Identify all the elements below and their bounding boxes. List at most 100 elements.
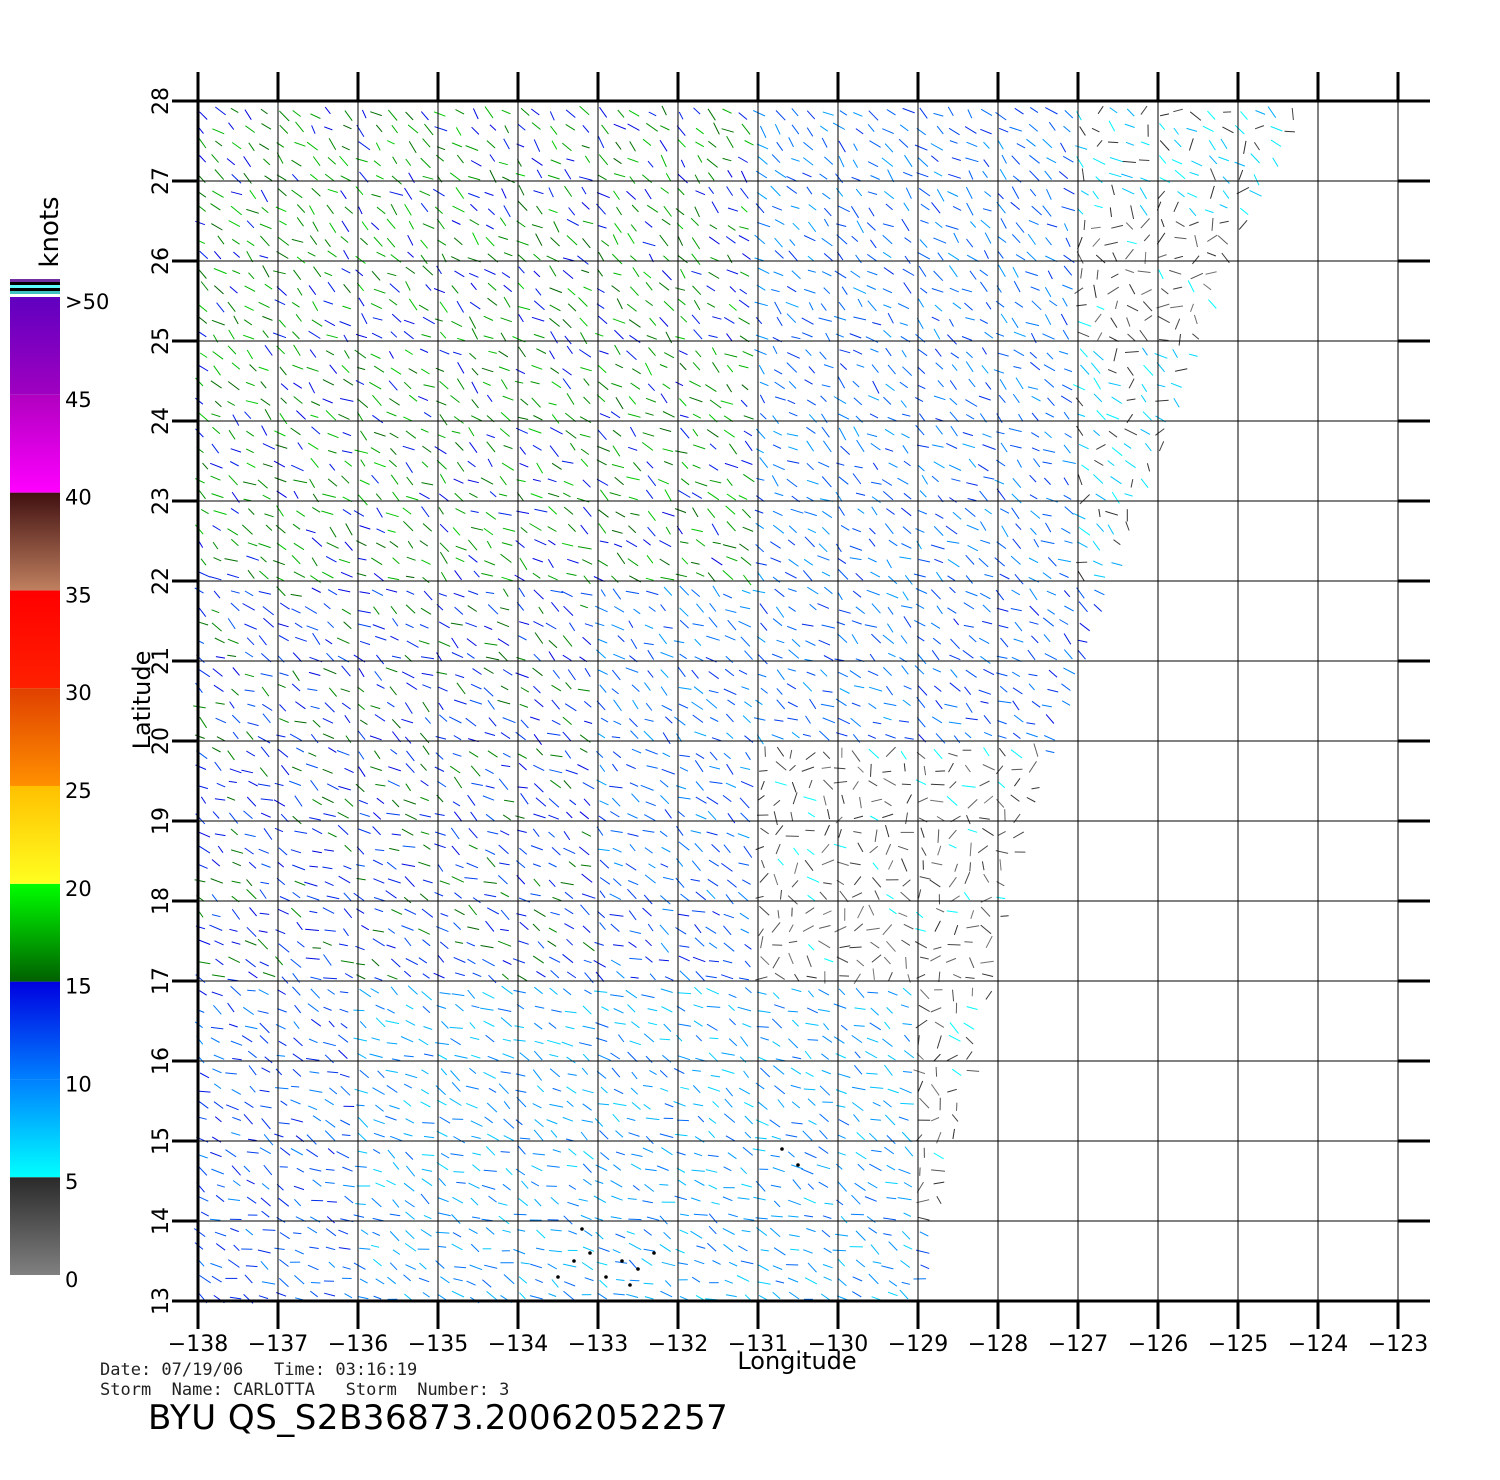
wind-vector xyxy=(1047,688,1059,693)
wind-vector xyxy=(244,651,254,658)
wind-vector xyxy=(609,914,624,917)
wind-vector xyxy=(1029,474,1037,483)
y-tick-label: 15 xyxy=(149,1127,174,1155)
wind-vector xyxy=(631,793,640,803)
wind-vector xyxy=(1079,126,1086,136)
wind-vector xyxy=(693,1213,708,1216)
wind-vector xyxy=(933,328,941,340)
wind-vector xyxy=(786,625,797,631)
wind-vector xyxy=(935,1066,938,1077)
wind-vector xyxy=(1090,362,1101,374)
wind-vector xyxy=(853,876,862,886)
wind-vector xyxy=(433,111,446,117)
wind-vector xyxy=(837,569,849,580)
wind-vector xyxy=(503,1274,515,1285)
wind-vector xyxy=(421,559,431,565)
wind-vector xyxy=(648,347,656,357)
wind-vector xyxy=(420,111,429,121)
wind-vector xyxy=(568,1184,577,1190)
wind-vector xyxy=(759,603,768,615)
wind-vector xyxy=(498,1083,509,1095)
wind-vector xyxy=(229,461,239,467)
wind-vector xyxy=(325,1246,336,1251)
wind-vector xyxy=(805,1022,819,1026)
wind-vector xyxy=(744,650,753,660)
wind-vector xyxy=(675,287,686,291)
wind-vector xyxy=(310,457,319,468)
wind-vector xyxy=(864,1196,877,1202)
wind-vector xyxy=(884,143,894,153)
wind-vector xyxy=(721,1069,735,1074)
wind-vector xyxy=(594,990,608,993)
wind-vector xyxy=(485,236,495,247)
wind-vector xyxy=(612,1113,620,1123)
wind-vector xyxy=(309,817,321,821)
wind-vector xyxy=(659,364,668,368)
wind-vector xyxy=(901,939,911,946)
wind-vector xyxy=(659,558,670,566)
wind-vector xyxy=(536,462,544,474)
wind-vector xyxy=(740,780,754,788)
wind-vector xyxy=(804,1277,818,1285)
wind-vector xyxy=(837,1259,846,1267)
wind-vector xyxy=(658,282,670,291)
wind-vector xyxy=(450,256,461,262)
wind-vector xyxy=(386,1084,398,1093)
wind-vector xyxy=(515,1119,523,1126)
wind-vector xyxy=(584,155,591,163)
wind-vector xyxy=(841,286,848,295)
wind-vector xyxy=(900,1260,911,1268)
wind-vector xyxy=(628,1242,642,1251)
wind-vector xyxy=(307,1226,318,1234)
wind-vector xyxy=(259,143,270,151)
wind-vector xyxy=(342,1266,351,1270)
wind-vector xyxy=(600,717,609,723)
wind-vector xyxy=(454,1054,468,1059)
wind-vector xyxy=(391,313,402,323)
wind-vector xyxy=(353,1009,365,1012)
wind-vector xyxy=(674,508,687,514)
wind-vector xyxy=(776,316,783,326)
colorbar-top-band xyxy=(10,282,60,285)
wind-vector xyxy=(979,817,990,820)
wind-vector xyxy=(694,1179,705,1186)
wind-vector xyxy=(664,461,673,466)
wind-vector xyxy=(261,123,272,130)
wind-vector xyxy=(853,831,862,834)
wind-vector xyxy=(246,637,255,646)
wind-vector xyxy=(786,352,800,359)
wind-vector xyxy=(515,731,526,741)
wind-vector xyxy=(707,508,716,519)
wind-vector xyxy=(1250,153,1260,164)
wind-vector xyxy=(372,394,382,407)
wind-vector xyxy=(359,640,371,646)
wind-vector xyxy=(726,186,734,196)
wind-vector xyxy=(1063,411,1070,420)
wind-vector xyxy=(308,1038,318,1044)
wind-vector xyxy=(211,991,223,997)
wind-vector xyxy=(322,768,333,774)
wind-vector xyxy=(787,399,796,405)
wind-vector xyxy=(1093,474,1104,484)
wind-vector xyxy=(436,265,442,275)
wind-vector xyxy=(1113,348,1118,362)
wind-vector xyxy=(563,847,576,855)
wind-vector xyxy=(948,721,962,725)
wind-vector xyxy=(744,701,752,708)
wind-vector xyxy=(376,654,385,665)
wind-vector xyxy=(887,312,894,324)
wind-vector xyxy=(1093,377,1102,390)
wind-vector xyxy=(530,716,540,721)
wind-vector xyxy=(930,544,945,550)
wind-vector xyxy=(760,827,769,835)
wind-vector xyxy=(212,190,224,198)
wind-vector xyxy=(437,954,445,963)
wind-vector xyxy=(274,1247,285,1250)
y-tick-label: 14 xyxy=(149,1207,174,1235)
wind-vector xyxy=(770,541,781,549)
wind-vector xyxy=(292,652,302,662)
wind-vector xyxy=(466,862,479,869)
wind-vector xyxy=(1045,107,1058,115)
wind-vector xyxy=(293,396,303,404)
wind-vector xyxy=(421,334,432,338)
